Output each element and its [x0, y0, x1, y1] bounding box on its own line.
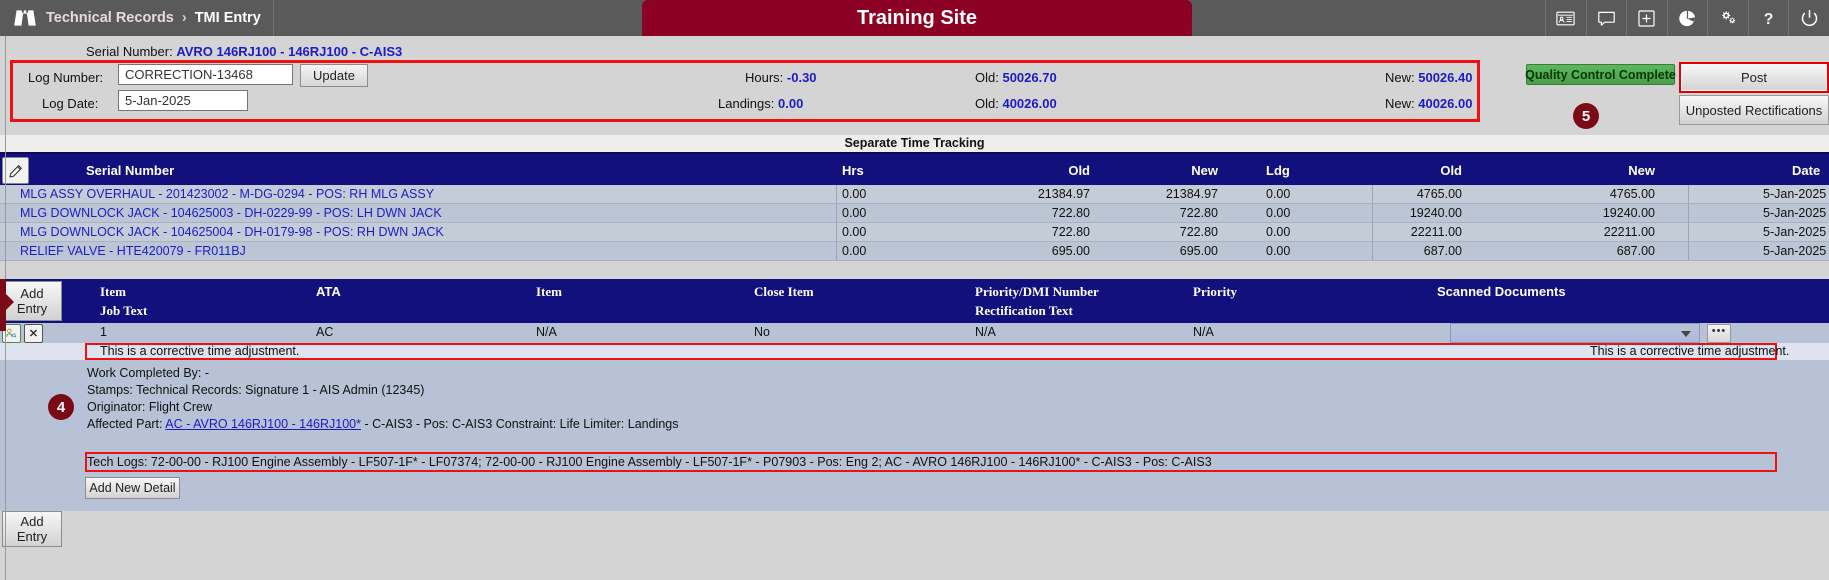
svg-text:?: ? — [1764, 11, 1774, 28]
